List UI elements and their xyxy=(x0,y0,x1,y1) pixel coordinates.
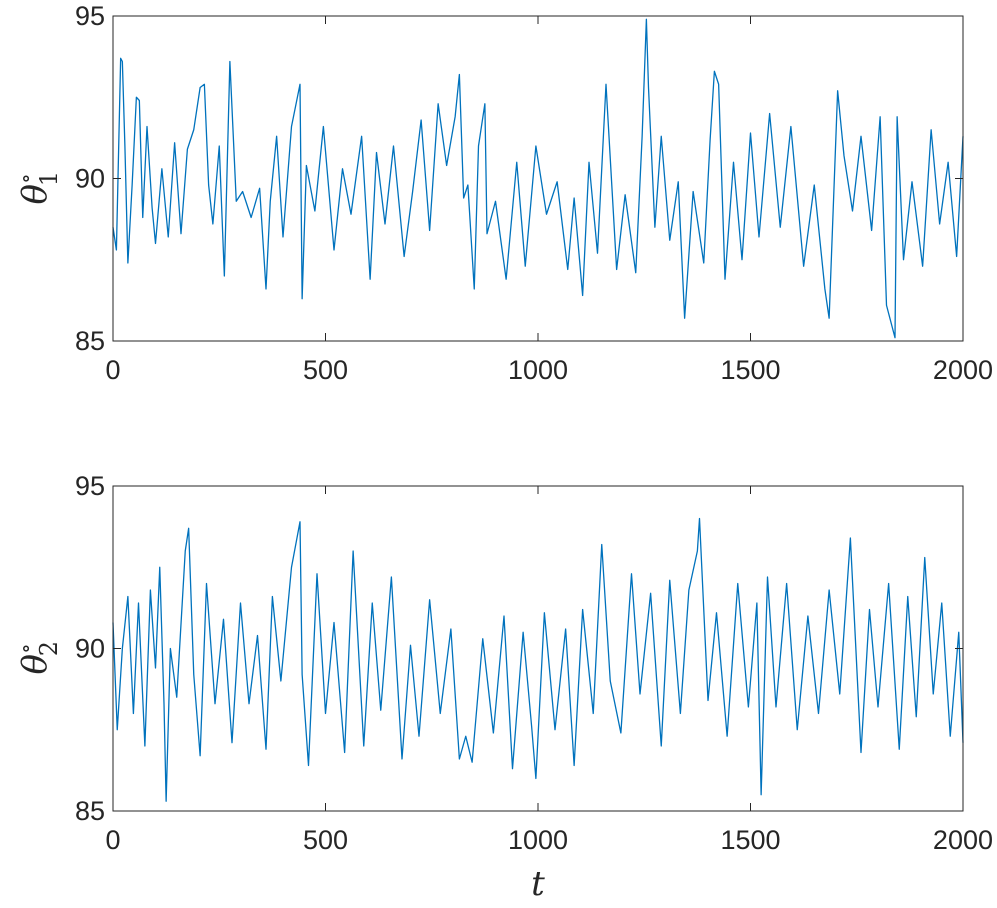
bottom-ytick-label: 95 xyxy=(75,471,105,501)
bottom-series-line xyxy=(112,517,964,802)
bottom-xtick-label: 2000 xyxy=(933,825,993,855)
top-xtick-label: 0 xyxy=(105,355,120,385)
bottom-xlabel: t xyxy=(531,864,545,904)
bottom-ylabel-sup: ∘ xyxy=(14,643,39,654)
top-panel: 0 500 1000 1500 2000 85 90 95 θ∘1 xyxy=(14,1,993,385)
top-ylabel-sup: ∘ xyxy=(14,173,39,184)
top-ylabel-sub: 1 xyxy=(35,171,63,186)
bottom-panel: 0 500 1000 1500 2000 85 90 95 θ∘2 t xyxy=(14,471,993,904)
top-xtick-label: 2000 xyxy=(933,355,993,385)
top-xtick-label: 1000 xyxy=(508,355,568,385)
top-xtick-label: 500 xyxy=(303,355,348,385)
top-ylabel-base: θ xyxy=(15,184,55,204)
top-ytick-label: 90 xyxy=(75,164,105,194)
bottom-ytick-label: 85 xyxy=(75,796,105,826)
top-xtick-label: 1500 xyxy=(720,355,780,385)
top-series-line xyxy=(112,18,964,339)
bottom-ytick-label: 90 xyxy=(75,634,105,664)
bottom-ylabel-sub: 2 xyxy=(35,641,63,656)
bottom-xtick-label: 1000 xyxy=(508,825,568,855)
top-ytick-label: 95 xyxy=(75,1,105,31)
top-ylabel: θ∘1 xyxy=(14,171,63,205)
bottom-ylabel: θ∘2 xyxy=(14,641,63,675)
top-ytick-label: 85 xyxy=(75,326,105,356)
bottom-ylabel-base: θ xyxy=(15,654,55,674)
bottom-xtick-label: 0 xyxy=(105,825,120,855)
bottom-xtick-label: 500 xyxy=(303,825,348,855)
bottom-xtick-label: 1500 xyxy=(720,825,780,855)
